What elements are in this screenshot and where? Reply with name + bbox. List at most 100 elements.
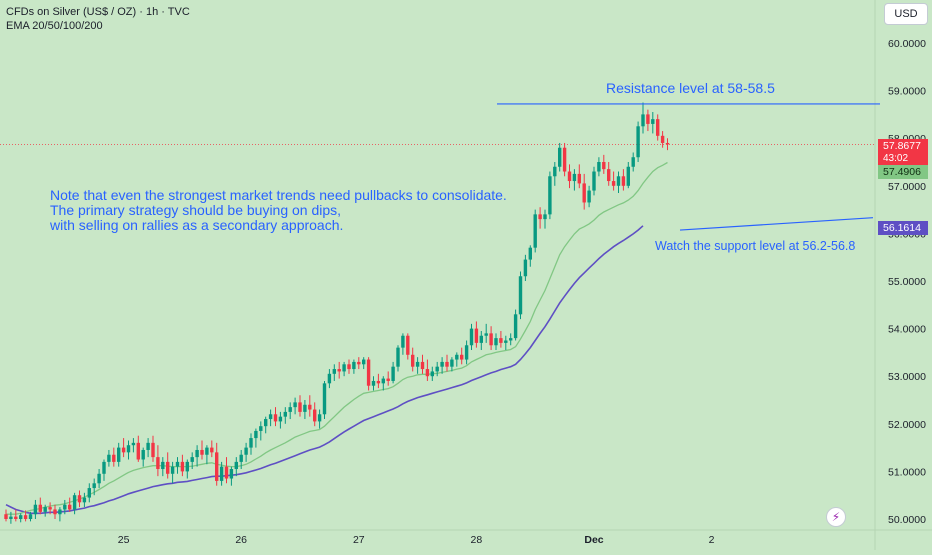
candle-body xyxy=(352,361,356,370)
candle-body xyxy=(651,119,655,124)
candle-body xyxy=(288,407,292,412)
y-tick-label: 51.0000 xyxy=(888,466,926,478)
candle-body xyxy=(430,371,434,377)
candle-body xyxy=(14,516,18,519)
candle-body xyxy=(362,359,366,365)
strategy-note[interactable]: Note that even the strongest market tren… xyxy=(50,187,507,233)
candle-body xyxy=(543,214,547,220)
candle-body xyxy=(386,378,390,381)
candle-body xyxy=(156,457,160,470)
candle-body xyxy=(254,430,258,439)
candle-body xyxy=(396,347,400,367)
candle-body xyxy=(445,361,449,367)
support-line xyxy=(679,217,874,231)
candle-body xyxy=(587,190,591,203)
candle-body xyxy=(303,404,307,412)
indicator-legend[interactable]: EMA 20/50/100/200 xyxy=(6,20,103,32)
candle-body xyxy=(180,461,185,472)
candle-body xyxy=(97,473,101,484)
x-tick-label: 2 xyxy=(709,534,715,546)
resistance-annotation[interactable]: Resistance level at 58-58.5 xyxy=(606,80,775,96)
candle-body xyxy=(131,442,136,446)
candle-body xyxy=(528,247,532,260)
candle-body xyxy=(141,449,145,460)
candle-body xyxy=(376,380,381,384)
candle-body xyxy=(553,166,557,177)
candle-body xyxy=(332,369,336,374)
candle-body xyxy=(53,509,57,515)
candle-body xyxy=(244,447,248,455)
y-tick-label: 57.0000 xyxy=(888,181,926,193)
candle-body xyxy=(455,354,459,360)
candle-body xyxy=(489,333,493,346)
y-tick-label: 54.0000 xyxy=(888,324,926,336)
candle-body xyxy=(558,147,562,167)
candle-body xyxy=(9,516,13,519)
candle-body xyxy=(347,364,351,370)
candle-body xyxy=(616,176,621,186)
candle-body xyxy=(660,135,665,143)
candle-body xyxy=(450,359,454,367)
candle-body xyxy=(607,169,611,182)
candle-body xyxy=(577,173,581,184)
candle-body xyxy=(474,328,479,343)
candle-body xyxy=(268,414,273,420)
candle-body xyxy=(72,495,77,510)
candle-body xyxy=(371,380,376,386)
candle-body xyxy=(602,162,606,170)
candle-body xyxy=(278,416,283,422)
candle-body xyxy=(239,454,243,462)
candle-body xyxy=(293,402,297,408)
currency-button[interactable]: USD xyxy=(884,3,928,25)
candle-body xyxy=(621,176,626,186)
candle-body xyxy=(112,454,116,462)
candle-body xyxy=(440,361,444,367)
candle-body xyxy=(43,507,47,512)
candle-body xyxy=(391,366,395,381)
candle-body xyxy=(38,504,42,512)
candle-body xyxy=(572,173,577,182)
candle-body xyxy=(567,171,572,182)
candle-body xyxy=(484,333,488,336)
candle-body xyxy=(126,445,131,453)
candle-body xyxy=(420,361,425,370)
candle-body xyxy=(195,449,199,458)
candle-body xyxy=(479,335,483,343)
candle-body xyxy=(366,359,371,386)
x-tick-label: 27 xyxy=(353,534,365,546)
candle-body xyxy=(33,504,38,515)
candle-body xyxy=(435,366,439,372)
candle-body xyxy=(161,461,165,470)
bar-countdown-badge: 43:02 xyxy=(878,152,928,165)
candle-body xyxy=(273,414,278,422)
candle-body xyxy=(23,515,28,519)
candle-body xyxy=(215,452,219,481)
candle-body xyxy=(469,328,474,346)
candle-body xyxy=(317,414,322,422)
ema-fast-line xyxy=(6,161,668,515)
candle-body xyxy=(63,504,67,510)
last-price-badge: 57.8677 xyxy=(878,139,928,153)
candle-body xyxy=(136,442,140,460)
candle-body xyxy=(513,314,518,339)
candle-body xyxy=(175,461,180,467)
x-tick-label: 25 xyxy=(118,534,130,546)
candle-body xyxy=(460,354,464,360)
candle-body xyxy=(190,457,194,462)
candle-body xyxy=(401,335,405,348)
candle-body xyxy=(415,361,420,367)
lightning-icon[interactable]: ⚡ xyxy=(826,507,846,527)
support-annotation[interactable]: Watch the support level at 56.2-56.8 xyxy=(655,239,856,253)
candle-body xyxy=(229,469,234,479)
candle-body xyxy=(219,466,224,481)
candle-body xyxy=(28,514,33,519)
candle-body xyxy=(264,419,268,427)
y-tick-label: 60.0000 xyxy=(888,38,926,50)
candle-body xyxy=(68,504,72,510)
candle-body xyxy=(509,338,513,341)
candle-body xyxy=(234,461,238,470)
candle-body xyxy=(504,340,508,343)
candle-body xyxy=(210,447,214,453)
candle-body xyxy=(337,369,341,372)
